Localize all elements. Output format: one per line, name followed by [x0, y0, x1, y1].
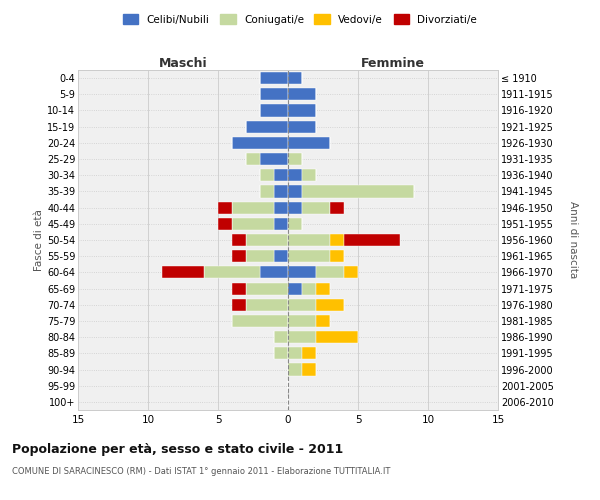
- Bar: [288, 186, 302, 198]
- Bar: [218, 218, 232, 230]
- Bar: [232, 298, 246, 311]
- Bar: [288, 104, 316, 117]
- Bar: [302, 348, 316, 360]
- Bar: [274, 331, 288, 343]
- Bar: [288, 250, 330, 262]
- Bar: [260, 153, 288, 165]
- Text: Popolazione per età, sesso e stato civile - 2011: Popolazione per età, sesso e stato civil…: [12, 442, 343, 456]
- Bar: [316, 315, 330, 327]
- Y-axis label: Fasce di età: Fasce di età: [34, 209, 44, 271]
- Bar: [288, 202, 302, 213]
- Bar: [288, 315, 316, 327]
- Bar: [288, 153, 302, 165]
- Bar: [288, 120, 316, 132]
- Bar: [232, 282, 246, 294]
- Bar: [288, 169, 302, 181]
- Bar: [260, 266, 288, 278]
- Bar: [302, 282, 316, 294]
- Bar: [288, 72, 302, 84]
- Bar: [288, 266, 316, 278]
- Y-axis label: Anni di nascita: Anni di nascita: [568, 202, 578, 278]
- Bar: [330, 202, 344, 213]
- Bar: [344, 266, 358, 278]
- Bar: [330, 250, 344, 262]
- Bar: [288, 348, 302, 360]
- Bar: [330, 234, 344, 246]
- Bar: [288, 137, 330, 149]
- Bar: [288, 298, 316, 311]
- Bar: [246, 153, 260, 165]
- Bar: [288, 282, 302, 294]
- Bar: [232, 202, 274, 213]
- Text: Femmine: Femmine: [361, 57, 425, 70]
- Bar: [302, 364, 316, 376]
- Legend: Celibi/Nubili, Coniugati/e, Vedovi/e, Divorziati/e: Celibi/Nubili, Coniugati/e, Vedovi/e, Di…: [119, 10, 481, 29]
- Bar: [232, 250, 246, 262]
- Bar: [246, 282, 288, 294]
- Bar: [288, 234, 330, 246]
- Bar: [288, 88, 316, 101]
- Bar: [260, 72, 288, 84]
- Bar: [302, 169, 316, 181]
- Bar: [316, 282, 330, 294]
- Bar: [232, 315, 288, 327]
- Bar: [288, 331, 316, 343]
- Bar: [288, 364, 302, 376]
- Bar: [302, 186, 414, 198]
- Bar: [232, 137, 288, 149]
- Text: Maschi: Maschi: [158, 57, 208, 70]
- Bar: [302, 202, 330, 213]
- Bar: [260, 186, 274, 198]
- Bar: [316, 298, 344, 311]
- Bar: [316, 266, 344, 278]
- Bar: [204, 266, 260, 278]
- Bar: [288, 218, 302, 230]
- Bar: [274, 250, 288, 262]
- Bar: [232, 234, 246, 246]
- Bar: [246, 234, 288, 246]
- Bar: [316, 331, 358, 343]
- Bar: [260, 169, 274, 181]
- Bar: [274, 169, 288, 181]
- Bar: [274, 202, 288, 213]
- Bar: [246, 120, 288, 132]
- Bar: [232, 218, 274, 230]
- Bar: [344, 234, 400, 246]
- Bar: [260, 104, 288, 117]
- Bar: [274, 186, 288, 198]
- Bar: [162, 266, 204, 278]
- Bar: [274, 348, 288, 360]
- Bar: [260, 88, 288, 101]
- Text: COMUNE DI SARACINESCO (RM) - Dati ISTAT 1° gennaio 2011 - Elaborazione TUTTITALI: COMUNE DI SARACINESCO (RM) - Dati ISTAT …: [12, 468, 391, 476]
- Bar: [218, 202, 232, 213]
- Bar: [246, 250, 274, 262]
- Bar: [274, 218, 288, 230]
- Bar: [246, 298, 288, 311]
